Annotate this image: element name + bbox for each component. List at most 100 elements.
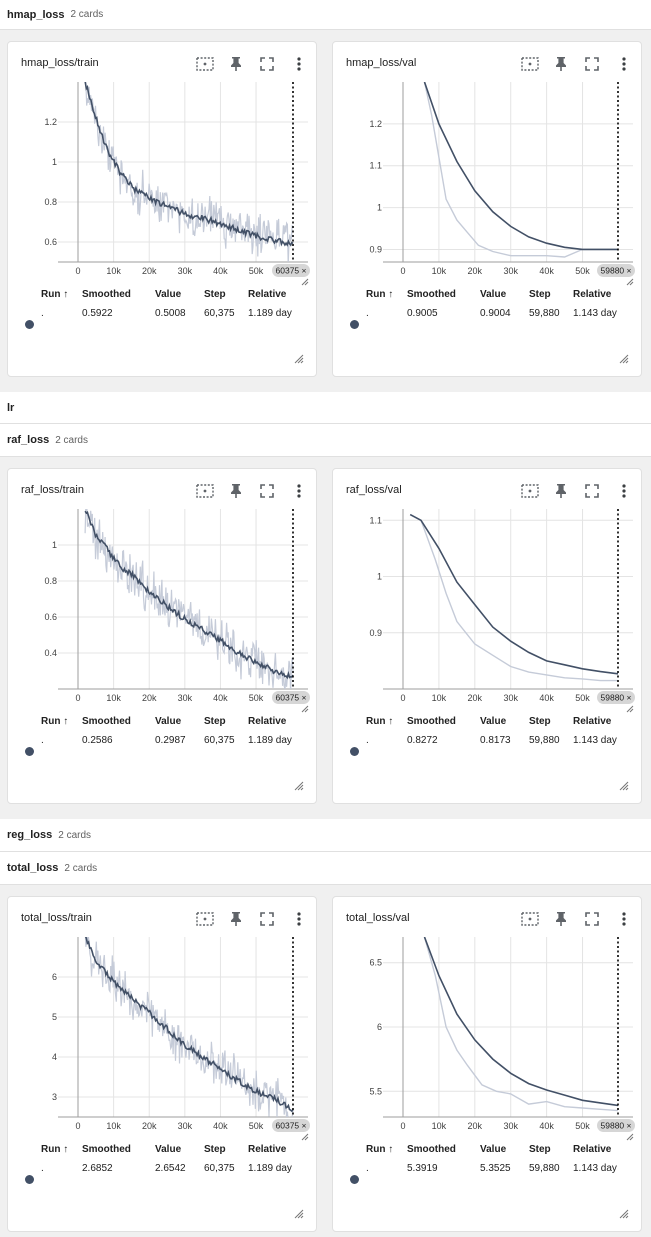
scalar-card-total-val: total_loss/val 5.5 6 6.5 0 10k 20k 30k 40k 50k 59… (332, 896, 642, 1232)
resize-handle-icon[interactable] (294, 781, 304, 791)
col-header-smoothed[interactable]: Smoothed (82, 716, 131, 727)
col-header-value[interactable]: Value (155, 289, 182, 300)
col-header-smoothed[interactable]: Smoothed (407, 716, 456, 727)
col-header-run[interactable]: Run ↑ (366, 289, 393, 300)
fit-domain-button[interactable] (519, 53, 541, 75)
col-header-smoothed[interactable]: Smoothed (82, 289, 131, 300)
group-header-reg-loss[interactable]: reg_loss 2 cards (0, 819, 651, 852)
col-header-step[interactable]: Step (529, 289, 551, 300)
fullscreen-button[interactable] (581, 908, 603, 930)
sort-up-icon: ↑ (63, 716, 69, 727)
col-header-step[interactable]: Step (529, 1144, 551, 1155)
col-header-value[interactable]: Value (480, 716, 507, 727)
col-header-run[interactable]: Run ↑ (366, 1144, 393, 1155)
sort-up-icon: ↑ (388, 289, 394, 300)
more-options-button[interactable] (288, 53, 310, 75)
pin-button[interactable] (225, 53, 247, 75)
resize-handle-icon[interactable] (619, 781, 629, 791)
group-header-total-loss[interactable]: total_loss 2 cards (0, 852, 651, 885)
line-chart[interactable]: 0.4 0.6 0.8 1 0 10k 20k 30k 40k 50k 60375 × (8, 505, 316, 715)
fit-domain-button[interactable] (194, 480, 216, 502)
fit-domain-button[interactable] (519, 480, 541, 502)
fullscreen-button[interactable] (581, 480, 603, 502)
col-header-value[interactable]: Value (155, 1144, 182, 1155)
y-tick-label: 6 (377, 1022, 382, 1032)
col-header-relative[interactable]: Relative (248, 1144, 287, 1155)
y-tick-label: 6.5 (369, 958, 382, 968)
fit-domain-button[interactable] (519, 908, 541, 930)
col-header-step[interactable]: Step (204, 1144, 226, 1155)
line-chart[interactable]: 0.6 0.8 1 1.2 0 10k 20k 30k 40k 50k 60375 × (8, 78, 316, 288)
scalar-card-hmap-train: hmap_loss/train 0.6 0.8 1 1.2 0 10k 20k 30k 40k 5… (7, 41, 317, 377)
group-header-hmap-loss[interactable]: hmap_loss 2 cards (0, 0, 651, 30)
pin-icon (556, 484, 566, 498)
run-color-swatch[interactable] (25, 320, 34, 329)
more-options-button[interactable] (613, 53, 635, 75)
pin-button[interactable] (550, 480, 572, 502)
run-color-swatch[interactable] (25, 747, 34, 756)
col-header-value[interactable]: Value (480, 1144, 507, 1155)
col-header-run[interactable]: Run ↑ (366, 716, 393, 727)
pin-button[interactable] (550, 53, 572, 75)
y-tick-label: 5 (52, 1012, 57, 1022)
col-header-relative[interactable]: Relative (573, 289, 612, 300)
more-options-button[interactable] (613, 480, 635, 502)
line-chart[interactable]: 0.9 1 1.1 1.2 0 10k 20k 30k 40k 50k 59880 × (333, 78, 641, 288)
col-header-relative[interactable]: Relative (248, 289, 287, 300)
pin-button[interactable] (225, 908, 247, 930)
run-color-swatch[interactable] (25, 1175, 34, 1184)
x-tick-label: 10k (432, 266, 447, 276)
cell-relative: 1.189 day (248, 308, 292, 319)
fullscreen-button[interactable] (256, 53, 278, 75)
col-header-run[interactable]: Run ↑ (41, 716, 68, 727)
more-options-button[interactable] (613, 908, 635, 930)
y-tick-label: 0.4 (44, 648, 57, 658)
cell-run: . (41, 735, 44, 746)
col-header-step[interactable]: Step (529, 716, 551, 727)
line-chart[interactable]: 0.9 1 1.1 0 10k 20k 30k 40k 50k 59880 × (333, 505, 641, 715)
resize-handle-icon[interactable] (619, 1209, 629, 1219)
fullscreen-button[interactable] (256, 908, 278, 930)
resize-handle-icon[interactable] (294, 1209, 304, 1219)
group-header-raf-loss[interactable]: raf_loss 2 cards (0, 424, 651, 457)
col-header-run[interactable]: Run ↑ (41, 289, 68, 300)
col-header-step[interactable]: Step (204, 289, 226, 300)
col-header-relative[interactable]: Relative (573, 716, 612, 727)
resize-handle-icon[interactable] (294, 354, 304, 364)
run-color-swatch[interactable] (350, 747, 359, 756)
fullscreen-button[interactable] (581, 53, 603, 75)
col-header-value[interactable]: Value (155, 716, 182, 727)
more-options-button[interactable] (288, 908, 310, 930)
col-header-step[interactable]: Step (204, 716, 226, 727)
step-marker-badge-label: 59880 × (601, 693, 632, 703)
card-title: hmap_loss/val (346, 57, 417, 69)
more-options-button[interactable] (288, 480, 310, 502)
line-chart[interactable]: 5.5 6 6.5 0 10k 20k 30k 40k 50k 59880 × (333, 933, 641, 1143)
fullscreen-icon (260, 57, 274, 71)
col-header-smoothed[interactable]: Smoothed (407, 289, 456, 300)
col-header-run-label: Run (366, 1144, 386, 1155)
group-header-lr[interactable]: lr (0, 392, 651, 424)
col-header-relative[interactable]: Relative (573, 1144, 612, 1155)
line-chart[interactable]: 3 4 5 6 0 10k 20k 30k 40k 50k 60375 × (8, 933, 316, 1143)
pin-button[interactable] (225, 480, 247, 502)
col-header-run[interactable]: Run ↑ (41, 1144, 68, 1155)
col-header-value[interactable]: Value (480, 289, 507, 300)
col-header-relative[interactable]: Relative (248, 716, 287, 727)
cell-smoothed: 0.9005 (407, 308, 438, 319)
fit-domain-icon (521, 912, 539, 926)
col-header-smoothed[interactable]: Smoothed (407, 1144, 456, 1155)
card-title: hmap_loss/train (21, 57, 99, 69)
run-color-swatch[interactable] (350, 320, 359, 329)
plot-area (409, 513, 619, 682)
fullscreen-button[interactable] (256, 480, 278, 502)
y-tick-label: 0.9 (369, 244, 382, 254)
plot-area (423, 937, 619, 1112)
fit-domain-button[interactable] (194, 908, 216, 930)
pin-button[interactable] (550, 908, 572, 930)
fit-domain-button[interactable] (194, 53, 216, 75)
run-color-swatch[interactable] (350, 1175, 359, 1184)
resize-handle-icon[interactable] (619, 354, 629, 364)
y-tick-label: 0.8 (44, 197, 57, 207)
col-header-smoothed[interactable]: Smoothed (82, 1144, 131, 1155)
